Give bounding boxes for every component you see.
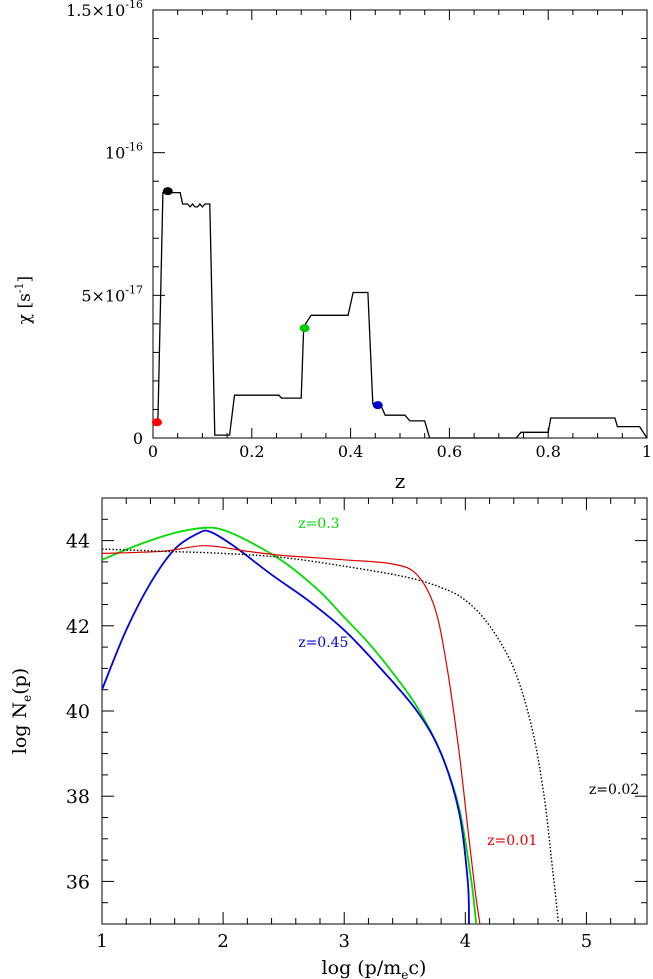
top-y-axis-label: χ [s-1] [13,276,35,324]
top-marker-point [151,418,162,427]
bottom-series-group [101,526,560,925]
bottom-x-axis-label-sub: e [401,968,408,979]
top-x-tick-label: 0 [148,442,158,461]
bottom-series-line-z-0_45 [101,529,470,925]
top-y-tick-mantissa: 10 [105,144,125,163]
bottom-y-axis-label-tail: (p) [9,668,31,695]
bottom-series-label: z=0.01 [487,833,537,849]
bottom-y-tick-label: 42 [66,616,90,638]
bottom-x-axis-label-tail: c) [408,957,426,979]
bottom-y-tick-label: 36 [66,871,90,893]
top-x-tick-label: 0.4 [338,442,363,461]
top-y-tick-label: 10-16 [105,141,143,163]
bottom-y-axis-label-sub: e [20,695,34,702]
bottom-series-label: z=0.02 [589,782,639,798]
top-y-tick-label: 1.5×10-16 [66,0,143,20]
top-y-tick-mantissa: 1.5×10 [66,1,125,20]
bottom-x-axis-label: log (p/mec) [322,957,427,979]
top-y-axis-label-main: χ [s [15,293,35,324]
top-x-tick-label: 0.6 [437,442,462,461]
top-markers-group [151,187,383,427]
top-chi-series-line [157,191,648,439]
bottom-axis-ticks: 1 2 3 4 5 36 38 40 42 44 [66,498,647,952]
bottom-x-tick-label: 3 [338,931,349,952]
top-x-tick-label: 1 [642,442,652,461]
bottom-x-tick-label: 5 [581,931,592,952]
bottom-y-axis-label: log Ne(p) [9,668,34,754]
top-y-tick-exponent: -16 [125,141,143,154]
top-plot-frame [152,9,648,439]
top-y-tick-label: 0 [133,429,143,448]
top-y-tick-exponent: -16 [125,0,143,11]
bottom-x-tick-label: 4 [460,931,471,952]
bottom-x-tick-label: 2 [217,931,228,952]
bottom-y-axis-label-main: log N [9,702,31,754]
top-marker-point [372,401,383,410]
bottom-series-labels: z=0.3 z=0.45 z=0.01 z=0.02 [298,516,639,849]
bottom-series-label: z=0.45 [298,635,348,651]
bottom-y-tick-label: 40 [66,701,90,723]
bottom-x-axis-label-main: log (p/m [322,957,402,979]
top-y-axis-label-close: ] [15,276,35,283]
bottom-series-label: z=0.3 [298,516,339,532]
bottom-y-tick-label: 38 [66,786,90,808]
top-x-tick-label: 0.8 [535,442,560,461]
bottom-series-line-z-0_02 [101,548,560,925]
bottom-x-tick-label: 1 [96,931,107,952]
top-marker-point [299,324,310,333]
top-x-axis-label: z [395,469,406,493]
top-y-tick-label: 5×10-17 [81,283,143,305]
bottom-y-tick-label: 44 [66,531,90,553]
top-series-group [157,191,648,439]
top-y-tick-mantissa: 5×10 [81,286,125,305]
top-y-axis-label-sup: -1 [13,282,26,293]
top-x-tick-label: 0.2 [239,442,264,461]
bottom-series-line-z-0_01 [101,545,481,925]
top-marker-point [162,187,173,196]
top-y-tick-exponent: -17 [125,283,143,296]
